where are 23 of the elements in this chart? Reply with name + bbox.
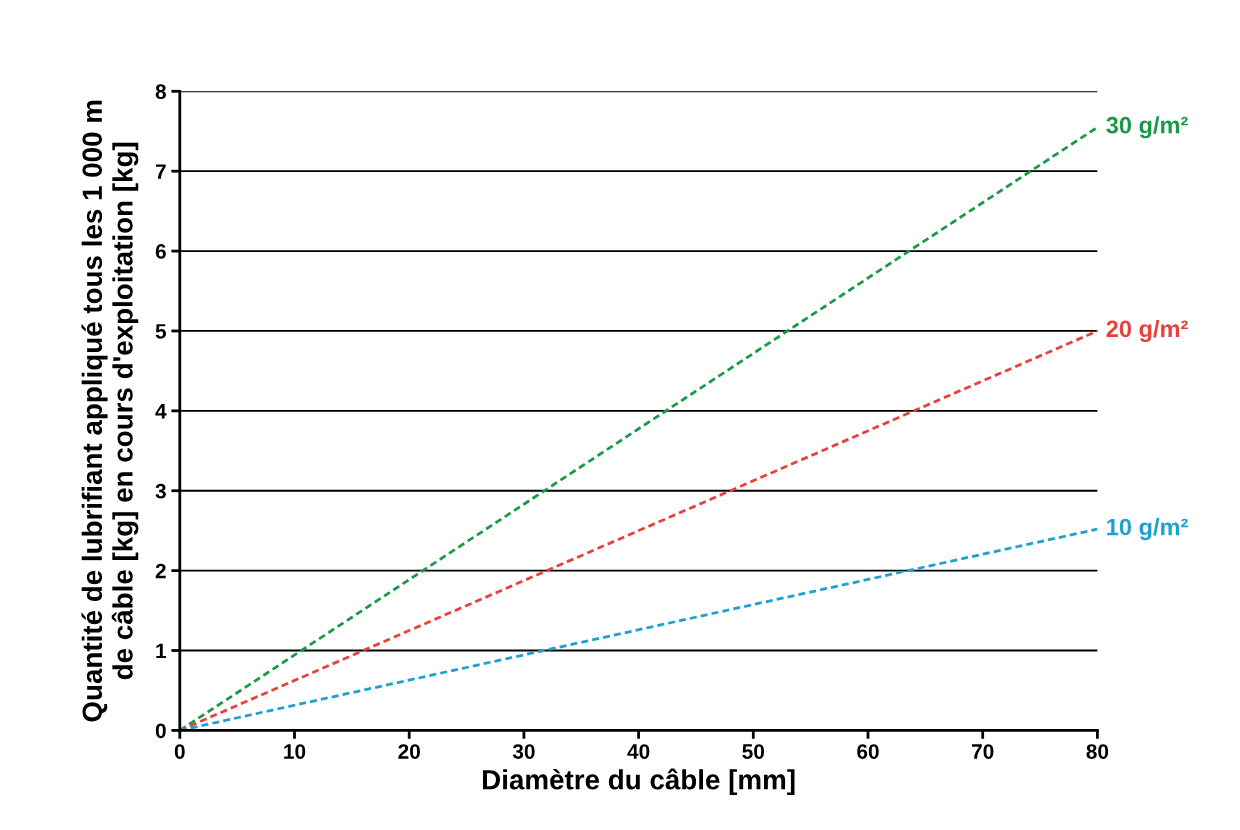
y-tick-label: 5 [155,324,167,339]
x-tick-label: 30 [512,744,535,759]
x-tick-label: 0 [174,744,185,759]
y-tick-label: 8 [155,84,166,100]
series-label: 20 g/m² [1106,319,1188,343]
y-tick-label: 7 [155,164,166,179]
y-tick-label: 4 [155,404,167,419]
series-label: 30 g/m² [1106,116,1188,139]
x-tick-label: 80 [1086,744,1109,759]
x-tick-label: 20 [398,744,420,759]
x-tick-label: 40 [627,744,650,759]
y-tick-label: 6 [155,244,166,259]
x-tick-label: 70 [972,744,994,759]
y-tick-label: 2 [155,563,166,579]
y-tick-label: 3 [155,483,166,499]
x-axis-title: Diamètre du câble [mm] [483,768,795,796]
x-tick-label: 50 [742,744,765,759]
x-tick-label: 60 [857,744,879,759]
y-tick-label: 1 [156,643,167,659]
series-label: 10 g/m² [1107,518,1188,541]
y-tick-label: 0 [155,723,166,739]
y-axis-title: Quantité de lubrifiant appliqué tous les 1 000 m de câble [kg] en cours d'exploitation [kg] [81,100,139,722]
x-tick-label: 10 [284,744,306,759]
